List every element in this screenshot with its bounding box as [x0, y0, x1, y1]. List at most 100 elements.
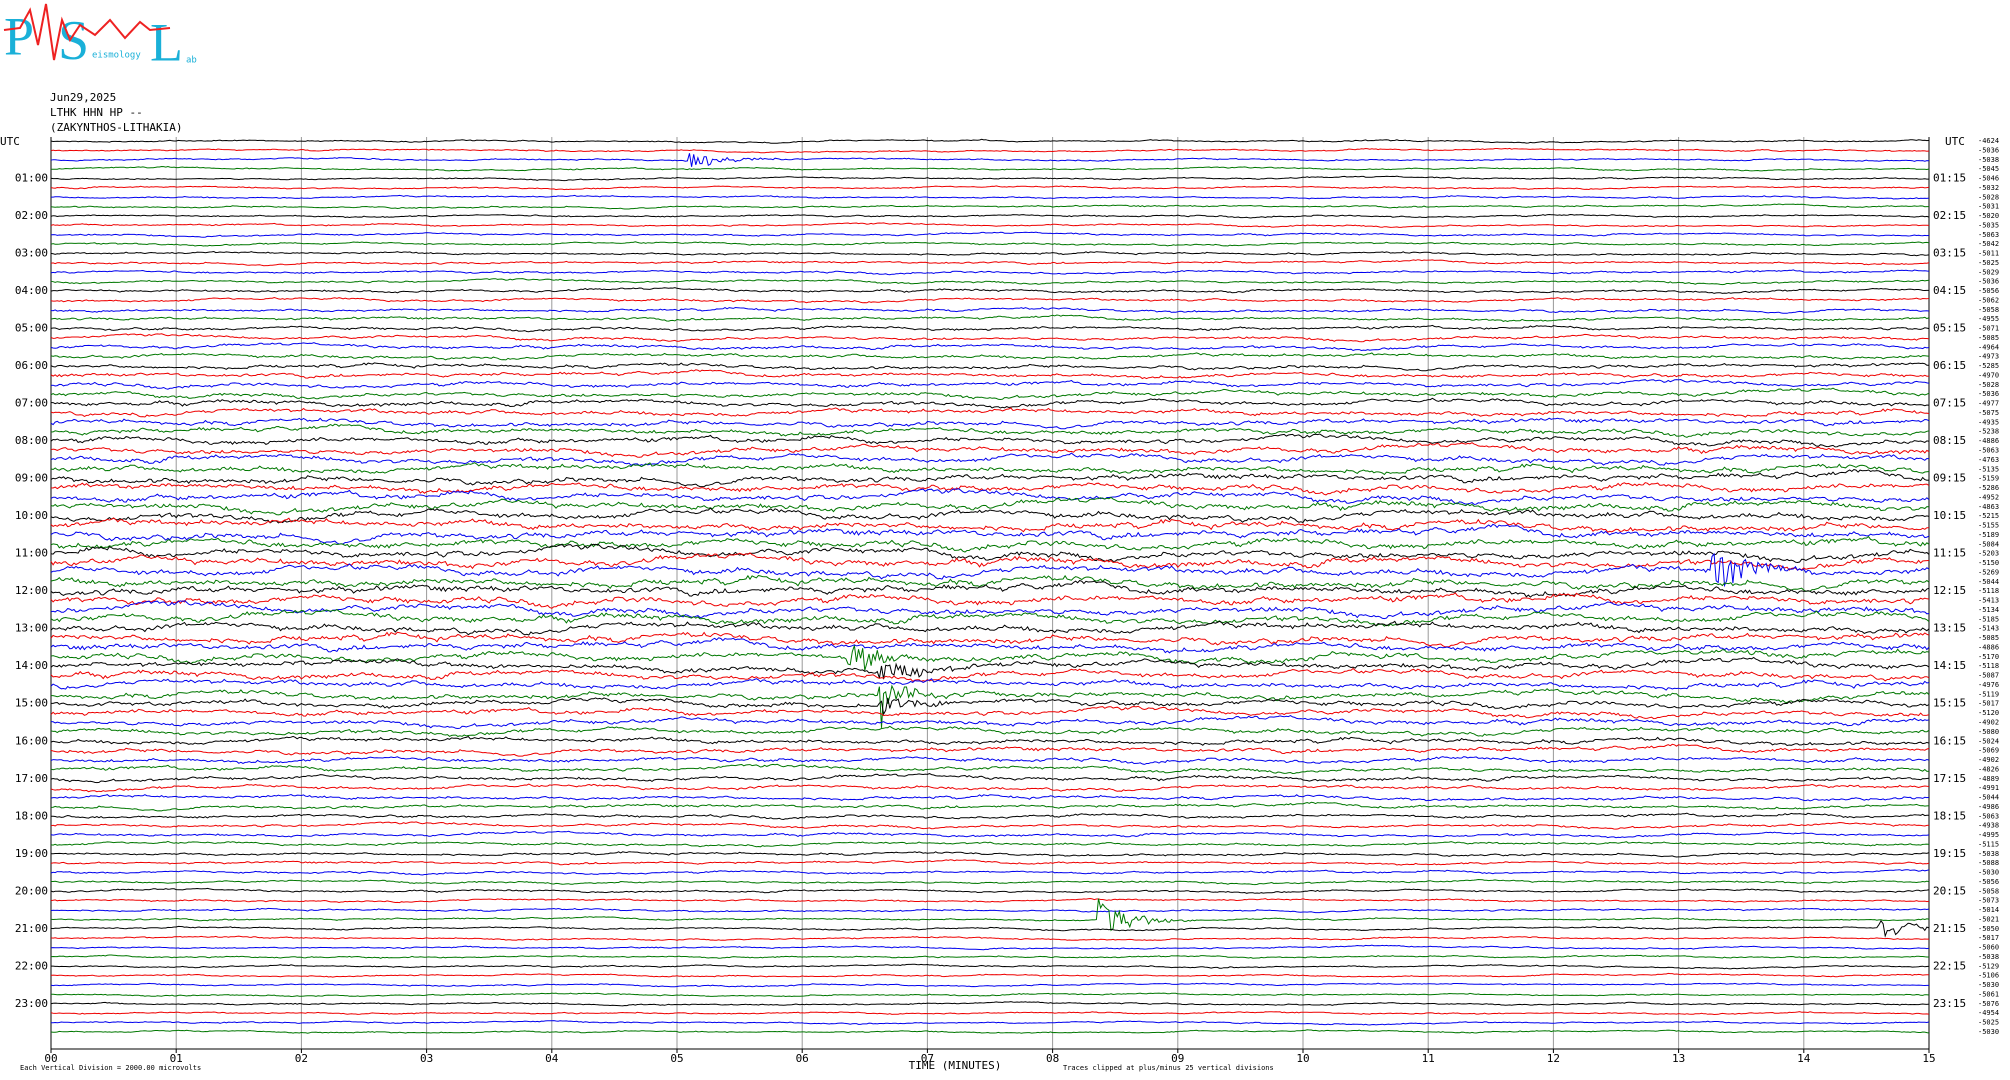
- left-axis-title: UTC: [0, 135, 20, 148]
- trace-offset: -5134: [1978, 606, 1999, 614]
- right-axis-title: UTC: [1945, 135, 1965, 148]
- trace: [51, 878, 1930, 886]
- trace-offset: -5036: [1978, 278, 1999, 286]
- x-tick-label: 11: [1422, 1052, 1435, 1065]
- trace: [50, 972, 1930, 978]
- left-hour-label: 18:00: [15, 809, 48, 822]
- trace: [50, 907, 1930, 914]
- left-hour-label: 11:00: [15, 547, 48, 560]
- trace: [50, 743, 1930, 757]
- trace: [50, 935, 1929, 941]
- trace-offset: -5073: [1978, 897, 1999, 905]
- trace-offset: -5044: [1978, 578, 1999, 586]
- x-tick-label: 00: [44, 1052, 57, 1065]
- trace-offset: -5058: [1978, 887, 1999, 895]
- trace: [50, 725, 1930, 737]
- trace: [50, 342, 1930, 352]
- trace-offset: -5058: [1978, 306, 1999, 314]
- left-hour-label: 05:00: [15, 322, 48, 335]
- x-tick-label: 07: [921, 1052, 934, 1065]
- plot: [50, 137, 1930, 1053]
- trace: [50, 352, 1930, 361]
- trace: [50, 250, 1930, 257]
- trace: [50, 278, 1930, 286]
- logo-letter: S: [58, 10, 89, 72]
- right-hour-label: 03:15: [1933, 247, 1966, 260]
- trace: [50, 840, 1930, 848]
- trace: [50, 468, 1930, 488]
- trace-offset: -5030: [1978, 981, 1999, 989]
- trace-offset: -5413: [1978, 597, 1999, 605]
- trace-offset: -5024: [1978, 737, 1999, 745]
- trace-offset: -5056: [1978, 287, 1999, 295]
- trace: [50, 417, 1930, 430]
- logo-wave: [3, 3, 171, 61]
- trace-offset: -4935: [1978, 418, 1999, 426]
- right-hour-label: 22:15: [1933, 959, 1966, 972]
- trace-offset: -5028: [1978, 381, 1999, 389]
- x-tick-label: 14: [1797, 1052, 1811, 1065]
- trace-offset: -5014: [1978, 906, 1999, 914]
- x-tick-label: 09: [1171, 1052, 1184, 1065]
- right-hour-label: 17:15: [1933, 772, 1966, 785]
- footer-clip: Traces clipped at plus/minus 25 vertical…: [1063, 1064, 1274, 1072]
- trace-offset: -5285: [1978, 362, 1999, 370]
- trace: [50, 678, 1930, 691]
- x-tick-label: 03: [420, 1052, 433, 1065]
- right-hour-label: 11:15: [1933, 547, 1966, 560]
- trace-offset: -5135: [1978, 465, 1999, 473]
- trace: [50, 287, 1929, 294]
- trace-offset: -4902: [1978, 756, 1999, 764]
- trace-offset: -5118: [1978, 662, 1999, 670]
- x-tick-label: 01: [170, 1052, 183, 1065]
- trace: [50, 783, 1930, 793]
- right-hour-label: 04:15: [1933, 284, 1966, 297]
- trace-offset: -5038: [1978, 850, 1999, 858]
- right-hour-label: 01:15: [1933, 172, 1966, 185]
- trace-offset: -5063: [1978, 447, 1999, 455]
- trace-offset: -5056: [1978, 878, 1999, 886]
- trace: [50, 954, 1929, 959]
- trace: [50, 153, 1930, 167]
- trace-offset: -5036: [1978, 146, 1999, 154]
- trace: [50, 552, 1930, 571]
- trace-offset: -5035: [1978, 221, 1999, 229]
- trace-offset: -5031: [1978, 203, 1999, 211]
- trace-offset: -4986: [1978, 803, 1999, 811]
- trace: [50, 830, 1930, 839]
- trace-offset: -5038: [1978, 953, 1999, 961]
- x-tick-label: 05: [670, 1052, 683, 1065]
- trace-offset: -4995: [1978, 831, 1999, 839]
- trace-offset: -5045: [1978, 165, 1999, 173]
- trace: [50, 314, 1930, 323]
- right-hour-label: 15:15: [1933, 697, 1966, 710]
- trace-offset: -4886: [1978, 643, 1999, 651]
- trace-offset: -5088: [1978, 859, 1999, 867]
- trace-offset: -4902: [1978, 718, 1999, 726]
- trace-offset: -5189: [1978, 531, 1999, 539]
- right-hour-label: 13:15: [1933, 622, 1966, 635]
- trace: [50, 869, 1930, 876]
- trace: [50, 735, 1930, 747]
- trace: [50, 637, 1930, 654]
- right-hour-label: 10:15: [1933, 509, 1966, 522]
- trace: [50, 944, 1930, 951]
- trace: [50, 897, 1930, 904]
- left-hour-label: 20:00: [15, 884, 48, 897]
- trace: [50, 715, 1930, 730]
- trace-offset: -5025: [1978, 1019, 1999, 1027]
- trace: [50, 773, 1930, 784]
- trace-offset: -5069: [1978, 747, 1999, 755]
- x-tick-label: 10: [1296, 1052, 1309, 1065]
- trace: [50, 165, 1930, 172]
- trace: [50, 1011, 1930, 1016]
- trace-offset: -4886: [1978, 437, 1999, 445]
- logo-letter: L: [150, 12, 183, 72]
- trace: [50, 898, 1930, 932]
- trace-offset: -5063: [1978, 231, 1999, 239]
- trace-offset: -5159: [1978, 475, 1999, 483]
- trace-offset: -5118: [1978, 587, 1999, 595]
- trace: [50, 982, 1929, 988]
- x-tick-label: 15: [1922, 1052, 1935, 1065]
